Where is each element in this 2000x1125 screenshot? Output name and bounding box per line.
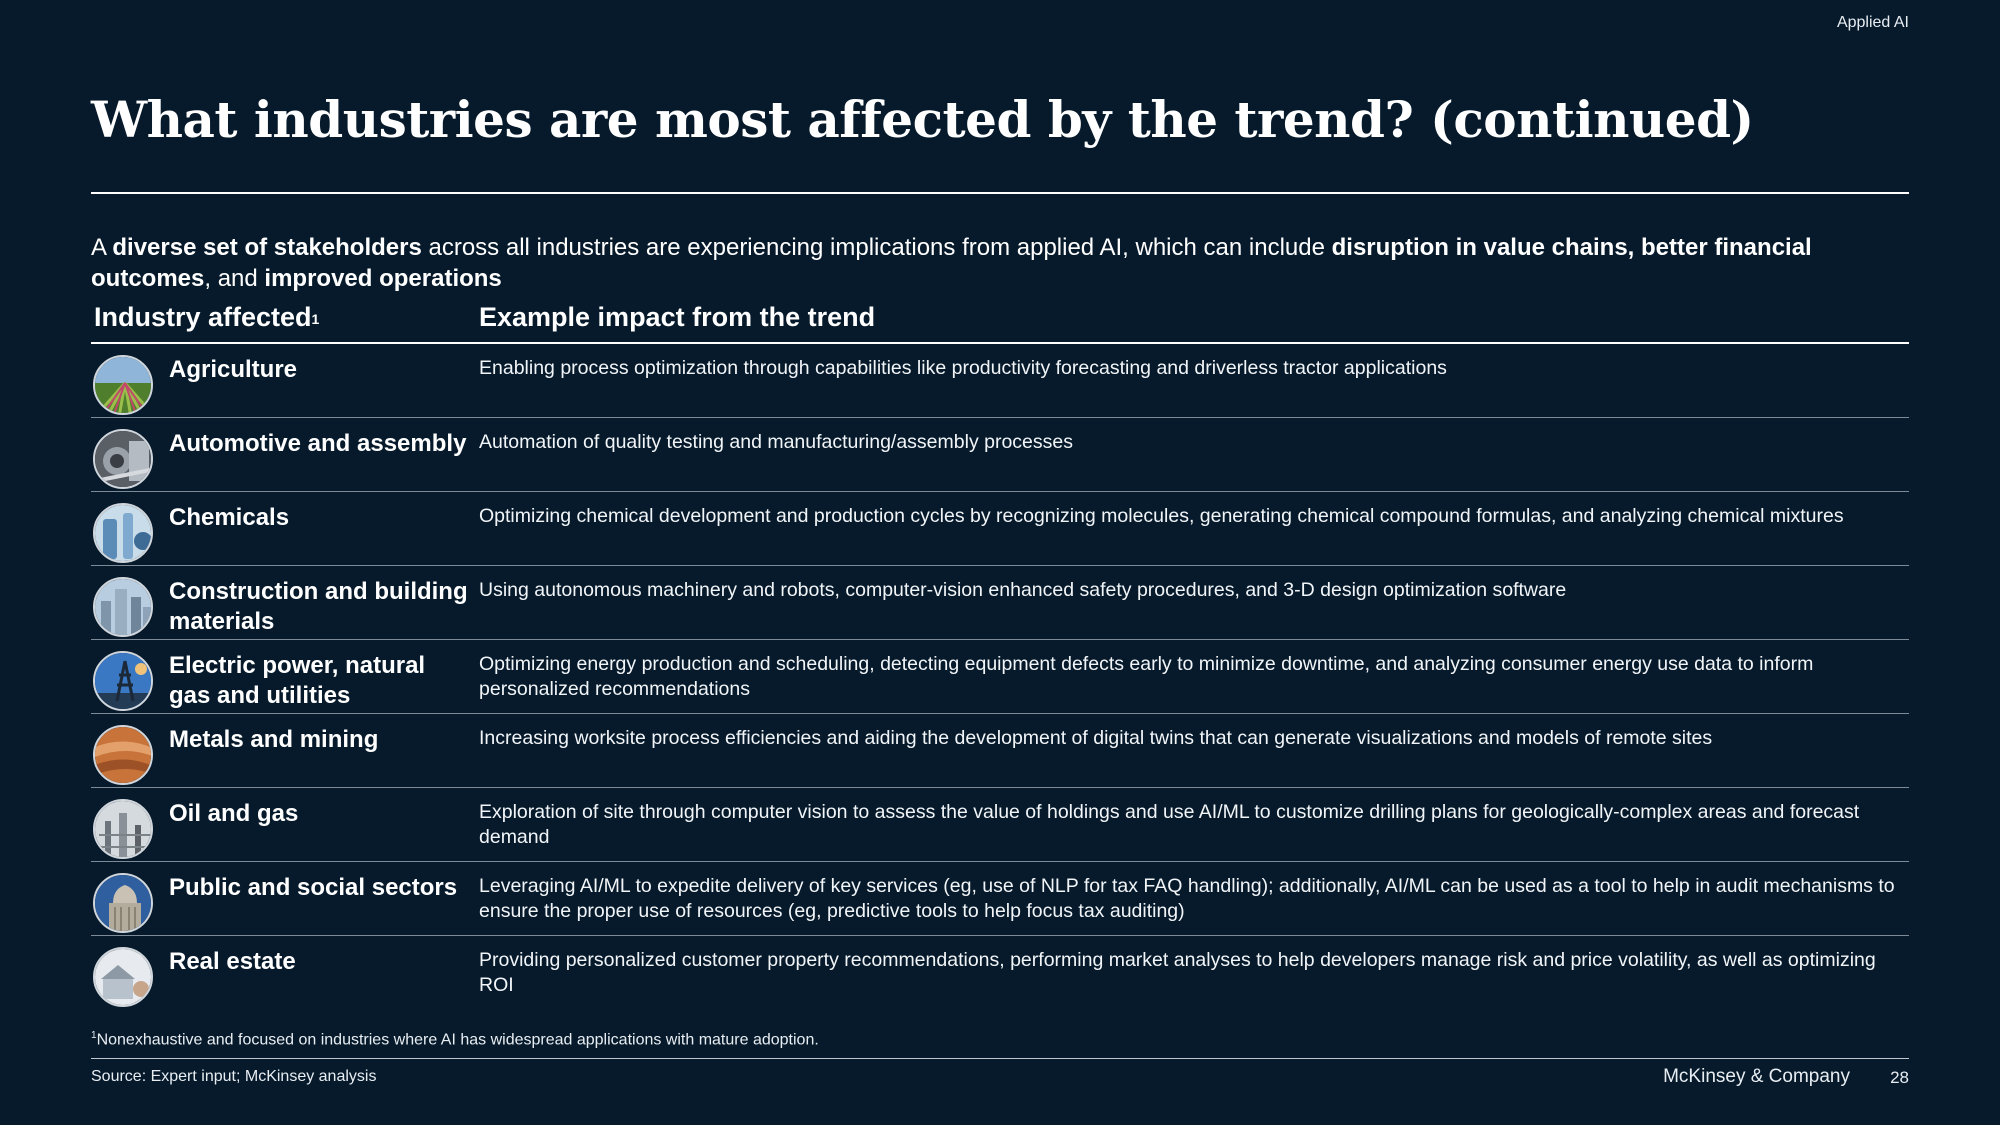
impact-text: Enabling process optimization through ca… bbox=[479, 357, 1447, 379]
table-row: Agriculture Enabling process optimizatio… bbox=[91, 344, 1909, 418]
impact-text: Providing personalized customer property… bbox=[479, 949, 1876, 996]
industry-name: Automotive and assembly bbox=[169, 430, 467, 457]
impact-text: Using autonomous machinery and robots, c… bbox=[479, 579, 1567, 601]
footnote: 1Nonexhaustive and focused on industries… bbox=[91, 1030, 819, 1049]
oil-gas-photo-icon bbox=[93, 799, 153, 859]
impact-text: Increasing worksite process efficiencies… bbox=[479, 727, 1713, 749]
table-header: Industry affected1 Example impact from t… bbox=[91, 298, 1909, 344]
header-impact: Example impact from the trend bbox=[479, 302, 876, 332]
table-row: Automotive and assembly Automation of qu… bbox=[91, 418, 1909, 492]
industry-name: Agriculture bbox=[169, 356, 298, 383]
intro-text: A diverse set of stakeholders across all… bbox=[91, 234, 1812, 292]
industry-name: Electric power, natural gas and utilitie… bbox=[169, 652, 426, 709]
mining-photo-icon bbox=[93, 725, 153, 785]
construction-photo-icon bbox=[93, 577, 153, 637]
title-divider bbox=[91, 192, 1909, 194]
table-row: Public and social sectors Leveraging AI/… bbox=[91, 862, 1909, 936]
chemicals-photo-icon bbox=[93, 503, 153, 563]
table-row: Metals and mining Increasing worksite pr… bbox=[91, 714, 1909, 788]
industry-name: Oil and gas bbox=[169, 800, 299, 827]
section-tag: Applied AI bbox=[1836, 14, 1909, 31]
brand-logo-text: McKinsey & Company bbox=[1663, 1066, 1850, 1087]
public-sector-photo-icon bbox=[93, 873, 153, 933]
impact-text: Automation of quality testing and manufa… bbox=[479, 431, 1073, 453]
source-note: Source: Expert input; McKinsey analysis bbox=[91, 1068, 377, 1085]
table-row: Real estate Providing personalized custo… bbox=[91, 936, 1909, 1009]
real-estate-photo-icon bbox=[93, 947, 153, 1007]
table-row: Construction and building materials Usin… bbox=[91, 566, 1909, 640]
industry-name: Chemicals bbox=[169, 504, 290, 531]
impact-text: Optimizing chemical development and prod… bbox=[479, 505, 1844, 527]
header-industry: Industry affected1 bbox=[94, 302, 320, 332]
impact-text: Optimizing energy production and schedul… bbox=[479, 653, 1814, 700]
impact-text: Leveraging AI/ML to expedite delivery of… bbox=[479, 875, 1895, 922]
footnote-marker: 1 bbox=[311, 311, 320, 327]
table-row: Chemicals Optimizing chemical developmen… bbox=[91, 492, 1909, 566]
utilities-photo-icon bbox=[93, 651, 153, 711]
industry-table: Industry affected1 Example impact from t… bbox=[91, 298, 1909, 1009]
page-number: 28 bbox=[1890, 1068, 1909, 1087]
footer-divider bbox=[91, 1058, 1909, 1059]
agriculture-photo-icon bbox=[93, 355, 153, 415]
table-row: Electric power, natural gas and utilitie… bbox=[91, 640, 1909, 714]
table-row: Oil and gas Exploration of site through … bbox=[91, 788, 1909, 862]
industry-name: Real estate bbox=[169, 948, 296, 975]
industry-name: Public and social sectors bbox=[169, 874, 458, 901]
industry-name: Metals and mining bbox=[169, 726, 379, 753]
impact-text: Exploration of site through computer vis… bbox=[479, 801, 1860, 848]
industry-name: Construction and building materials bbox=[169, 578, 468, 635]
page-title: What industries are most affected by the… bbox=[91, 90, 1754, 149]
automotive-photo-icon bbox=[93, 429, 153, 489]
